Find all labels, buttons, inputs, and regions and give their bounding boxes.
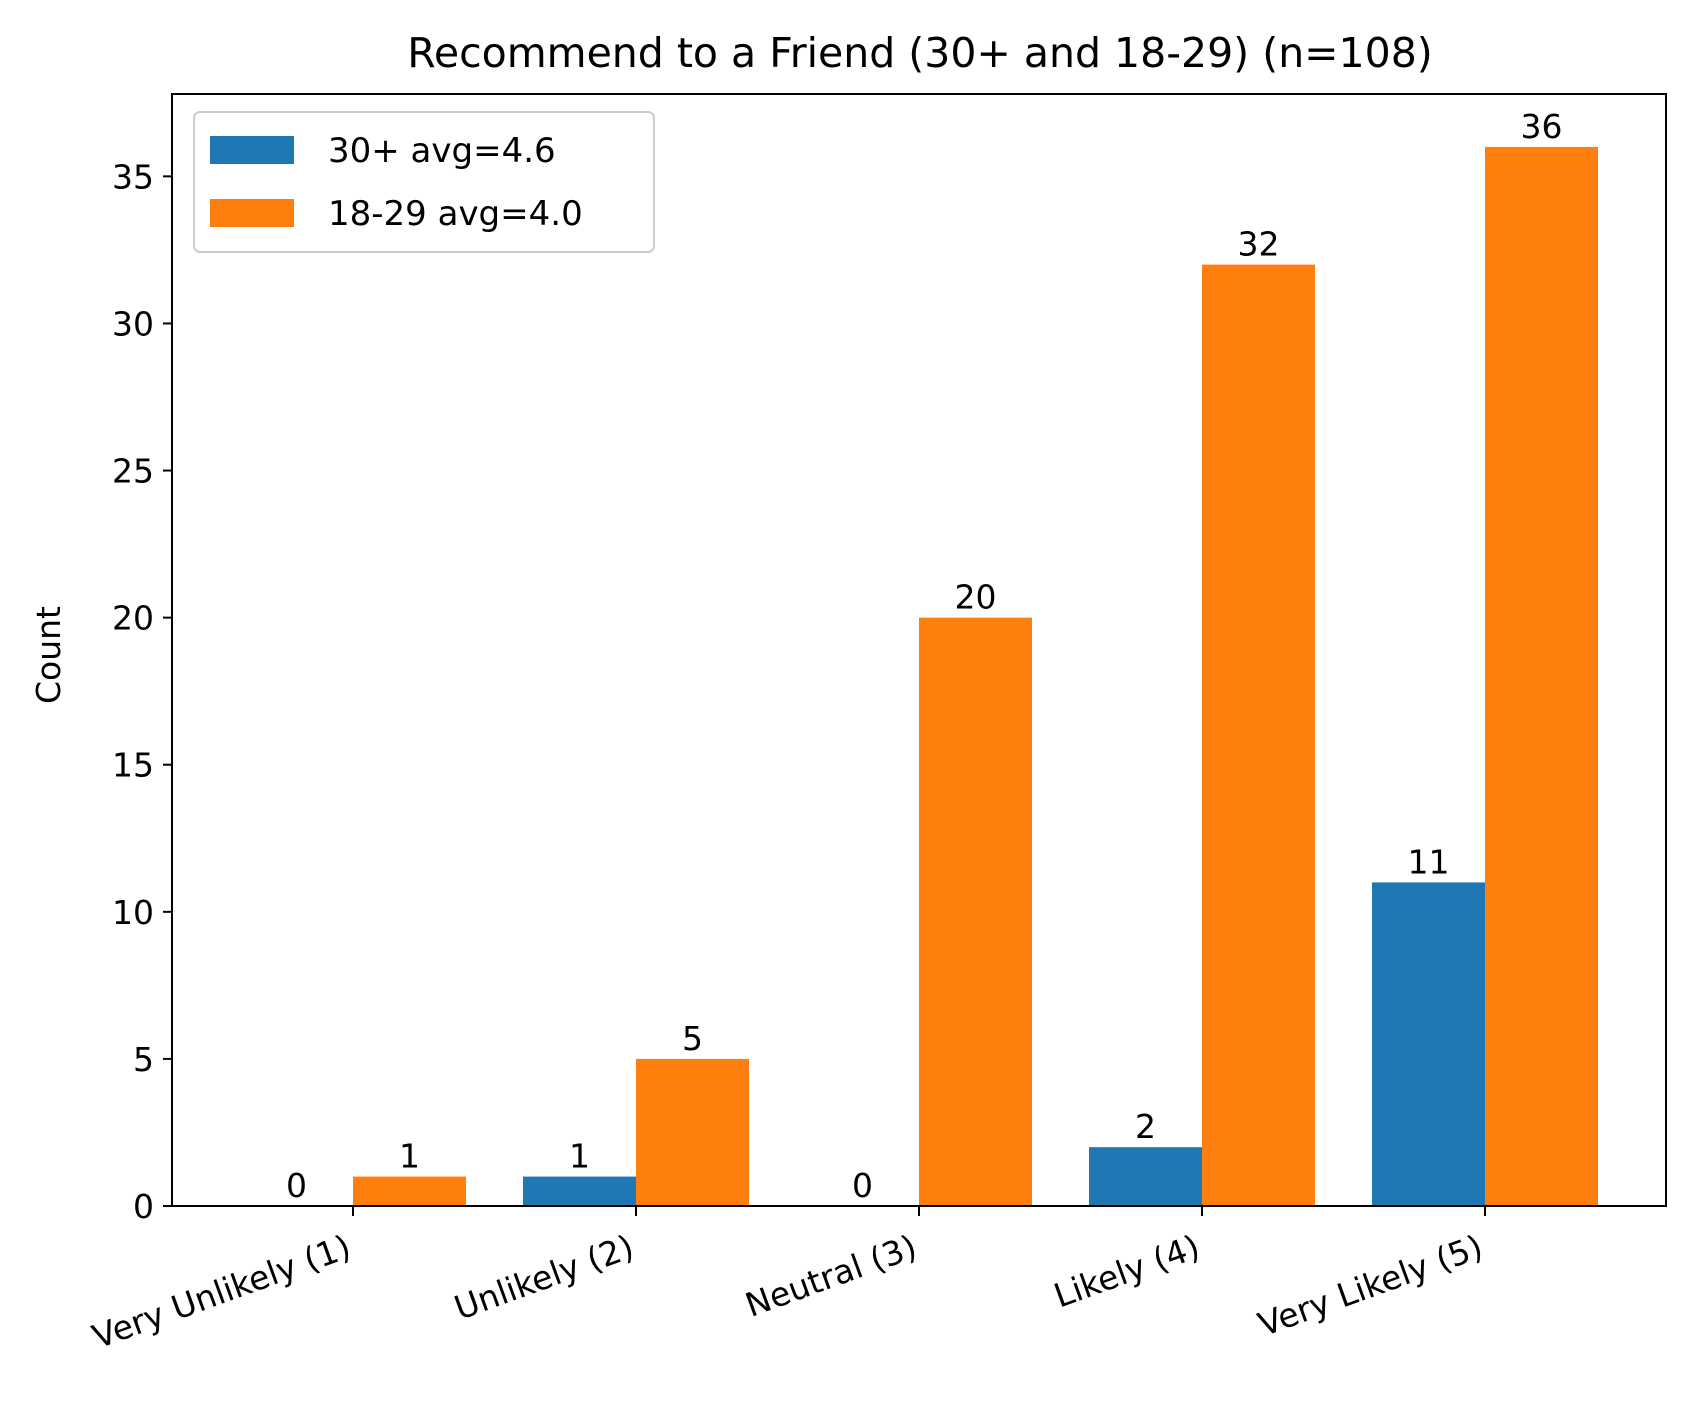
- bar-18-29: [636, 1058, 749, 1206]
- y-tick-label: 5: [133, 1040, 154, 1079]
- bar-18-29: [1485, 146, 1598, 1206]
- legend: 30+ avg=4.6 18-29 avg=4.0: [193, 111, 655, 253]
- x-tick-label: Likely (4): [1049, 1227, 1205, 1316]
- data-label: 0: [286, 1166, 307, 1205]
- legend-label: 30+ avg=4.6: [328, 131, 556, 171]
- y-tick-label: 0: [133, 1187, 154, 1226]
- x-axis: Very Unlikely (1) Unlikely (2) Neutral (3)…: [87, 1206, 1488, 1357]
- plot-frame: [171, 93, 1667, 1207]
- y-axis-label: Count: [29, 606, 68, 704]
- legend-swatch: [210, 199, 294, 227]
- bar-18-29: [919, 617, 1032, 1206]
- y-tick-label: 15: [112, 746, 154, 785]
- x-tick-label: Unlikely (2): [449, 1227, 639, 1328]
- y-tick-label: 25: [112, 452, 154, 491]
- y-tick-label: 20: [112, 599, 154, 638]
- legend-box: [193, 111, 655, 253]
- data-label: 5: [682, 1019, 703, 1058]
- bar-18-29: [353, 1176, 466, 1206]
- chart-title: Recommend to a Friend (30+ and 18-29) (n…: [407, 29, 1433, 77]
- data-label: 20: [955, 578, 997, 617]
- x-tick-label: Neutral (3): [740, 1227, 922, 1325]
- data-label: 2: [1135, 1107, 1156, 1146]
- legend-swatch: [210, 136, 294, 164]
- y-tick-label: 30: [112, 304, 154, 343]
- data-label: 0: [852, 1166, 873, 1205]
- y-tick-label: 10: [112, 893, 154, 932]
- bar-30plus: [1372, 882, 1485, 1206]
- data-label: 36: [1521, 107, 1563, 146]
- data-label: 11: [1408, 842, 1450, 881]
- x-tick-label: Very Likely (5): [1253, 1227, 1488, 1344]
- y-axis: 0 5 10 15 20 25 30 35: [112, 157, 172, 1226]
- legend-label: 18-29 avg=4.0: [328, 194, 583, 234]
- data-label: 1: [399, 1137, 420, 1176]
- bar-18-29: [1202, 264, 1315, 1206]
- bar-30plus: [1089, 1147, 1202, 1206]
- data-label: 1: [569, 1137, 590, 1176]
- x-tick-label: Very Unlikely (1): [87, 1227, 355, 1357]
- bar-30plus: [523, 1176, 636, 1206]
- data-label: 32: [1238, 225, 1280, 264]
- y-tick-label: 35: [112, 157, 154, 196]
